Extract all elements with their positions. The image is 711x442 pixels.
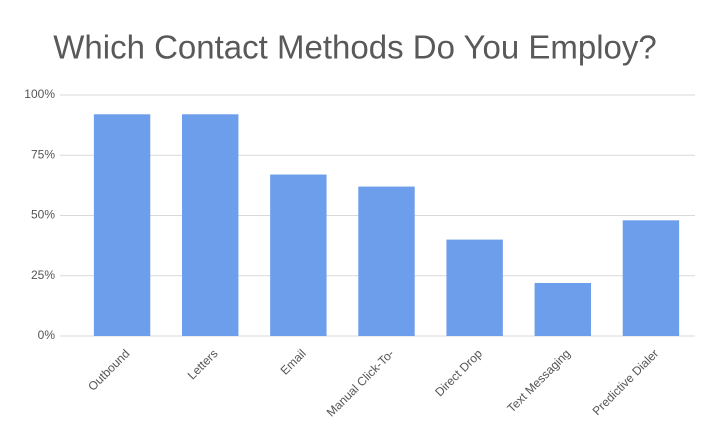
bar — [358, 186, 415, 336]
bar — [270, 174, 327, 336]
y-tick-label: 75% — [31, 147, 55, 161]
bar — [534, 282, 591, 336]
x-tick-label: Predictive Dialer — [590, 346, 662, 418]
bar — [182, 114, 239, 336]
x-tick-label: Direct Drop — [432, 346, 485, 399]
bar — [622, 220, 680, 336]
y-tick-label: 50% — [31, 208, 55, 222]
x-tick-label: Manual Click-To- — [324, 346, 397, 419]
bar — [93, 114, 151, 336]
chart-title: Which Contact Methods Do You Employ? — [53, 29, 657, 66]
y-tick-label: 100% — [24, 87, 55, 101]
x-tick-label: Letters — [185, 346, 221, 382]
x-tick-label: Email — [278, 346, 309, 377]
x-tick-label: Outbound — [85, 346, 132, 393]
y-tick-label: 0% — [38, 328, 56, 342]
bar — [446, 239, 503, 336]
x-tick-label: Text Messaging — [504, 346, 573, 415]
y-tick-label: 25% — [31, 268, 55, 282]
